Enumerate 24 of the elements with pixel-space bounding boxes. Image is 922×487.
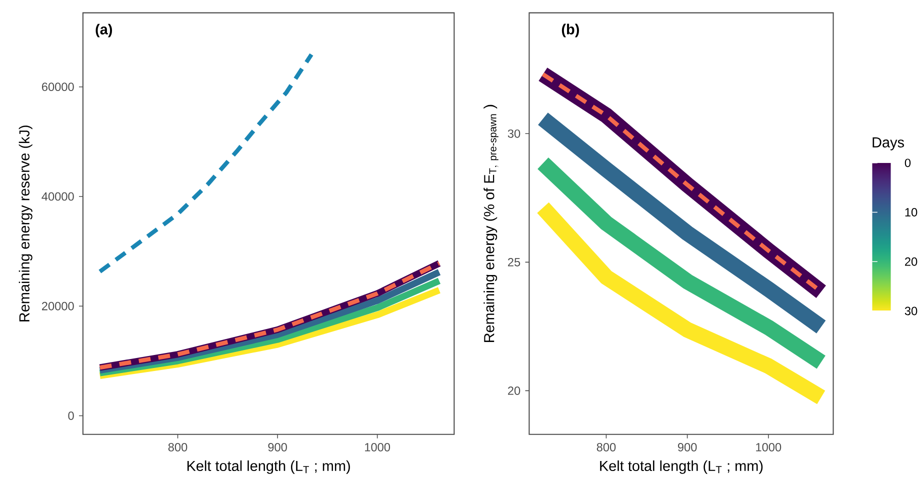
y-tick-label: 60000 bbox=[42, 82, 74, 92]
x-tick-label: 900 bbox=[268, 443, 287, 452]
x-tick-label: 1000 bbox=[365, 443, 390, 452]
color-bar-label: 10 bbox=[905, 208, 918, 217]
x-axis-title: Kelt total length (L$_{T}$ ; mm) bbox=[600, 460, 763, 474]
x-axis-title: Kelt total length (L$_{T}$ ; mm) bbox=[187, 460, 350, 474]
y-tick-label: 40000 bbox=[42, 192, 74, 201]
y-axis-title: $\text{Remaining energy (\% of }\mathrm{E}_{\mathrm{T},\ \text{pre-spawn}}\text{ )}$ bbox=[484, 105, 498, 342]
x-tick-label: 1000 bbox=[756, 443, 782, 452]
color-bar-label: 30 bbox=[904, 306, 918, 316]
x-tick-label: 800 bbox=[168, 443, 188, 452]
color-bar-title: Days bbox=[872, 138, 904, 150]
y-tick-label: 0 bbox=[68, 412, 74, 420]
color-bar-label: 20 bbox=[905, 258, 918, 266]
y-tick-label: 25 bbox=[508, 258, 520, 267]
y-tick-label: 20000 bbox=[42, 302, 74, 310]
y-tick-label: 20 bbox=[508, 386, 520, 396]
color-bar-label: 0 bbox=[904, 158, 911, 168]
y-axis-title: Remaining energy reserve (kJ) bbox=[18, 126, 32, 322]
text: (a) bbox=[96, 24, 112, 38]
y-tick-label: 30 bbox=[508, 130, 520, 138]
x-tick-label: 800 bbox=[596, 443, 616, 452]
text: (b) bbox=[562, 24, 579, 38]
x-tick-label: 900 bbox=[678, 443, 697, 452]
